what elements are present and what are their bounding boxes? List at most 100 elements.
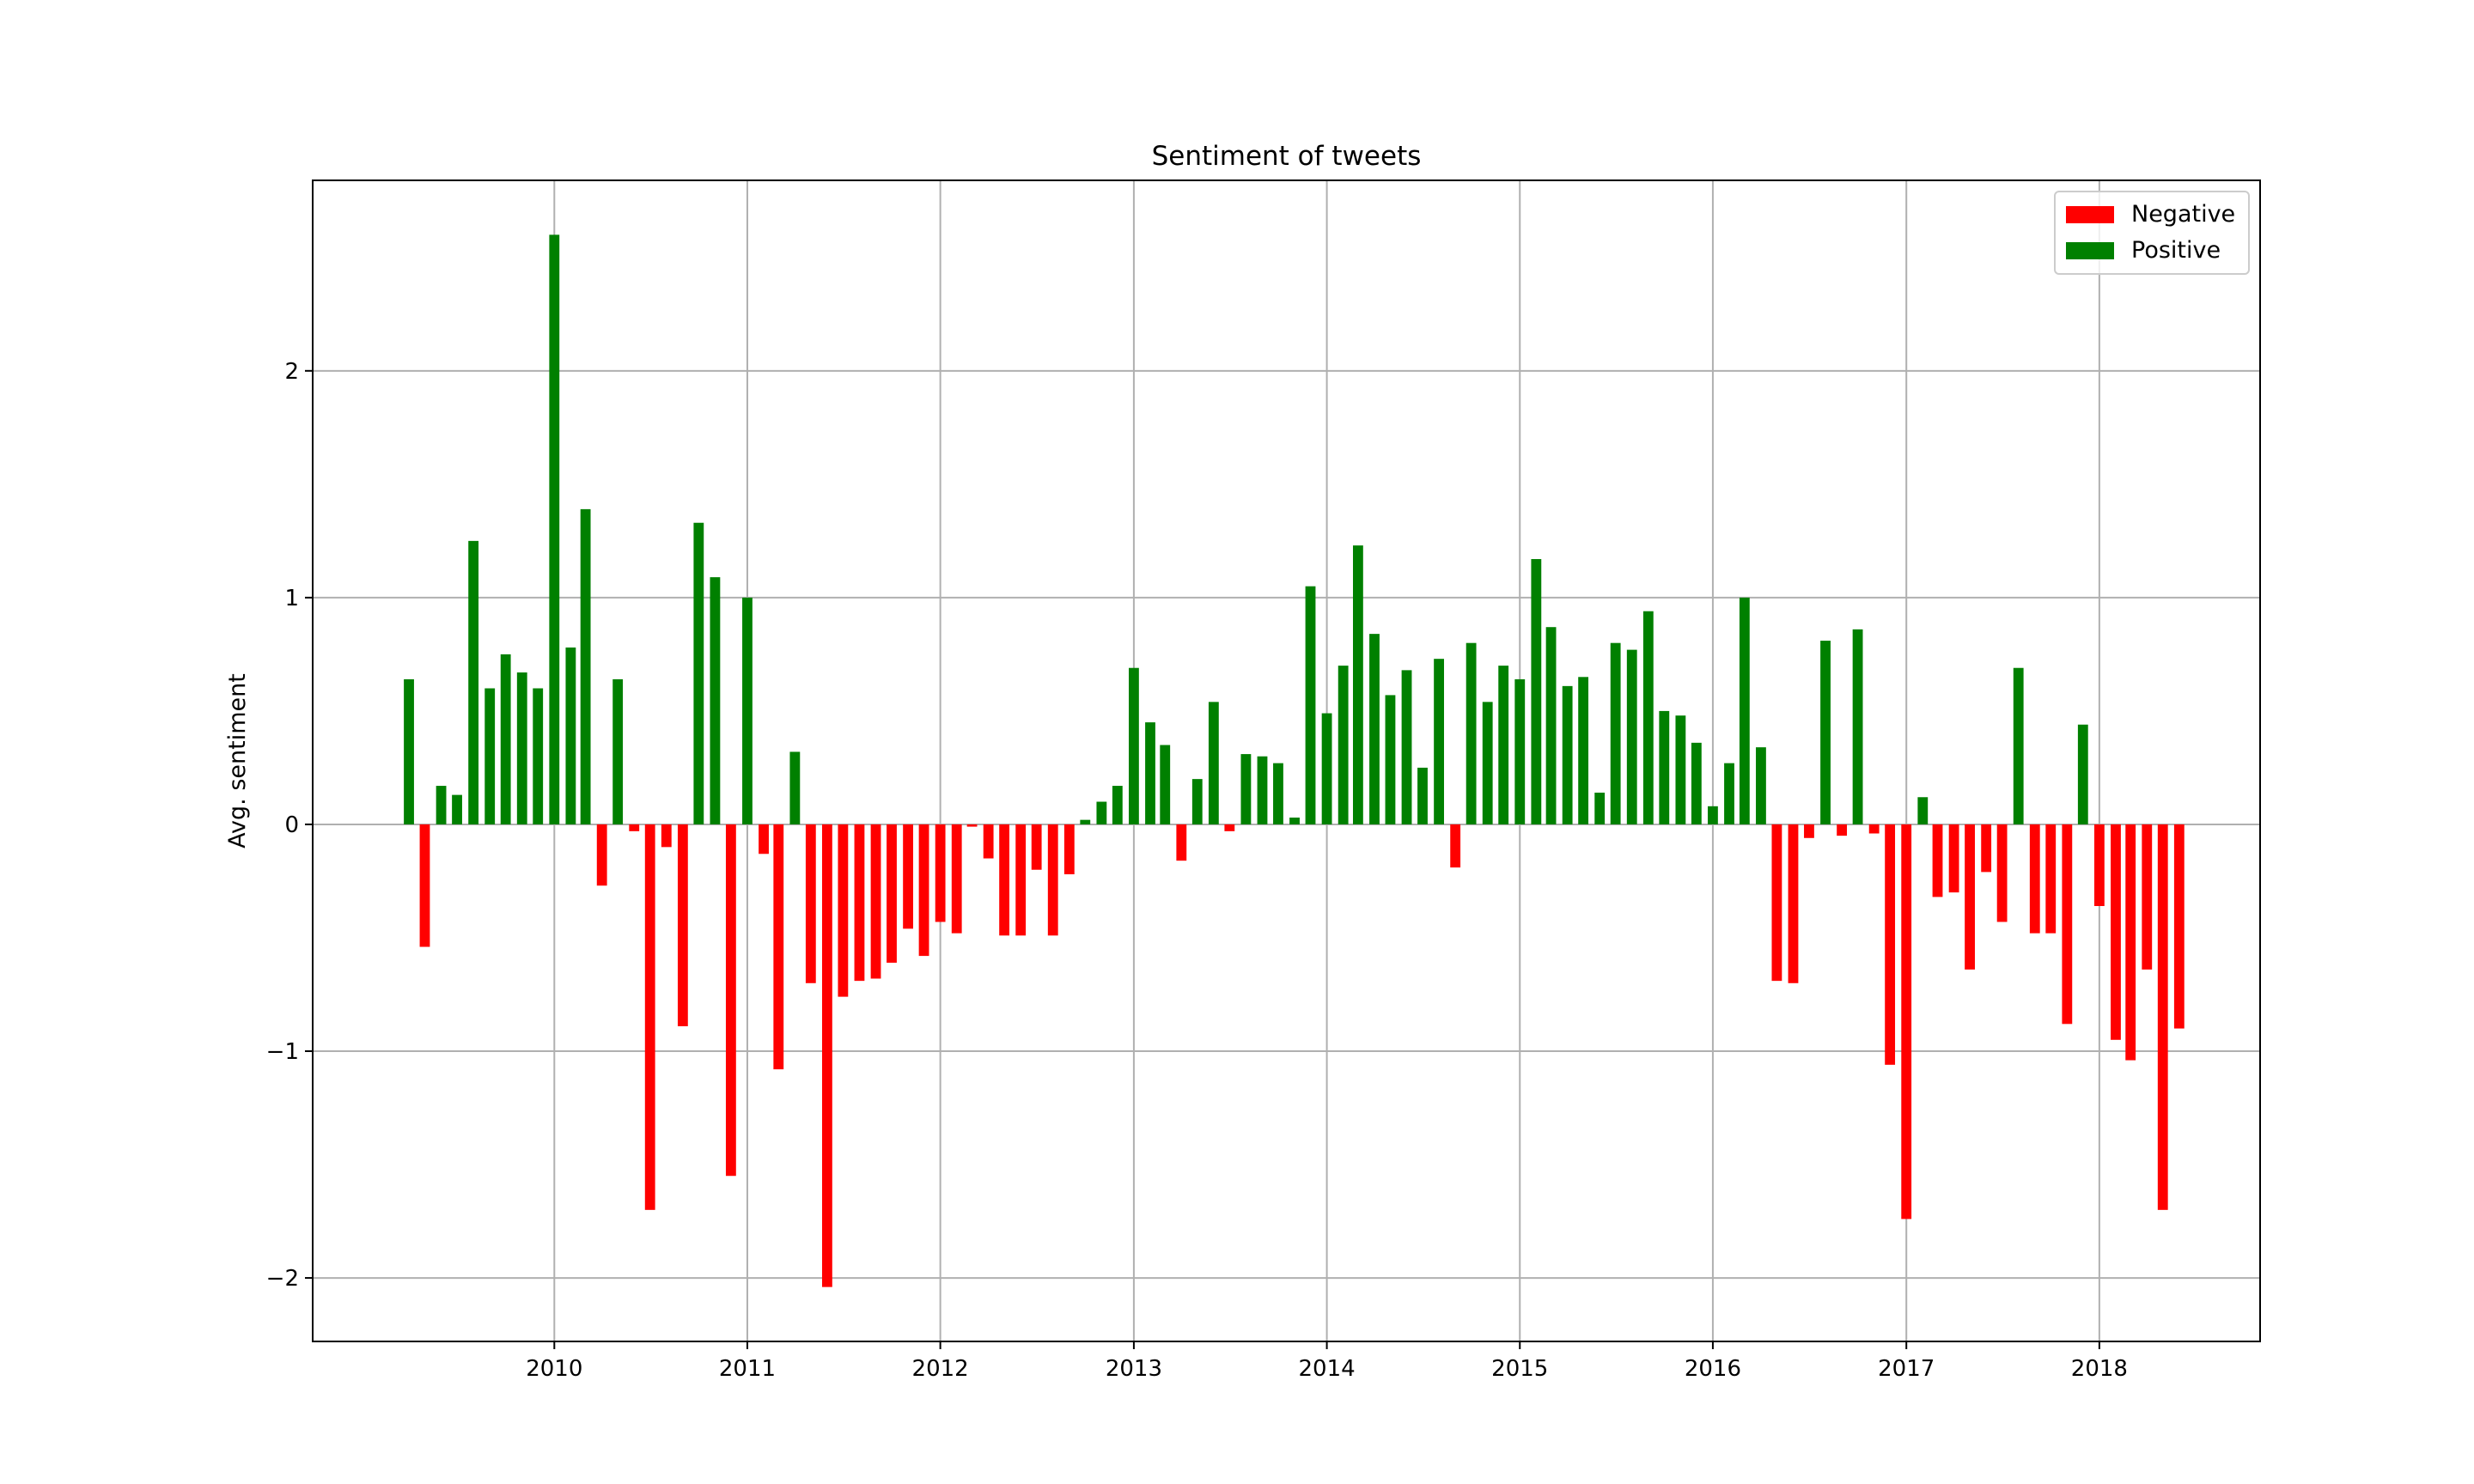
positive-bar [500,654,511,824]
positive-bar [1594,792,1606,824]
x-tick-label: 2015 [1491,1356,1548,1382]
negative-bar [854,824,865,982]
negative-bar [1063,824,1075,875]
positive-bar [1820,641,1831,824]
positive-bar [1691,742,1702,824]
positive-bar [1208,702,1219,824]
x-tick-label: 2012 [912,1356,969,1382]
legend: Negative Positive [2054,191,2250,275]
x-tick-label: 2018 [2071,1356,2128,1382]
positive-bar [693,522,704,824]
negative-bar [1868,824,1880,834]
positive-bar [580,508,591,824]
positive-bar [1659,710,1670,824]
positive-bar [1626,649,1637,824]
negative-bar [887,824,897,964]
positive-bar [1401,670,1412,824]
negative-bar [805,824,816,983]
negative-bar [2045,824,2057,934]
positive-bar [1289,818,1300,824]
positive-bar [1160,745,1171,824]
negative-bar [1771,824,1782,982]
positive-bar [1562,685,1573,824]
positive-bar [1385,695,1396,824]
positive-bar [1708,806,1718,824]
negative-bar [1932,824,1943,897]
negative-bar [966,824,978,827]
positive-bar [516,672,527,824]
negative-bar [629,824,640,831]
x-tick-label: 2010 [526,1356,582,1382]
negative-bar [1450,824,1461,868]
positive-bar [1352,545,1363,824]
positive-bar [1917,797,1929,824]
negative-bar [1981,824,1992,873]
positive-bar [1642,611,1654,824]
y-tick-label: −1 [266,1039,299,1065]
positive-bar [1112,786,1123,824]
x-tick-label: 2013 [1106,1356,1162,1382]
positive-bar [1434,659,1444,824]
y-tick-label: 0 [284,812,299,838]
negative-bar [419,824,430,947]
negative-bar [2093,824,2105,906]
positive-bar [436,786,447,824]
positive-bar [1321,713,1332,824]
positive-bar [1096,801,1107,824]
negative-bar [822,824,832,1287]
positive-bar [1610,642,1621,824]
positive-bar [1675,715,1686,824]
negative-bar [838,824,849,997]
negative-bar [1047,824,1058,936]
negative-bar [903,824,913,929]
negative-bar [644,824,655,1210]
negative-bar [1885,824,1896,1065]
bars [404,234,2185,1287]
negative-bar [2062,824,2073,1025]
negative-bar [2125,824,2136,1061]
positive-bar [1273,763,1283,824]
axis-ticks: 2010 2011 2012 2013 2014 2015 2016 2017 2018 −2 −1… [266,359,2128,1382]
positive-bar [404,678,414,824]
positive-bar [1545,627,1557,824]
negative-bar [2157,824,2168,1210]
positive-bar [1129,667,1139,824]
negative-bar [1837,824,1848,836]
x-tick-label: 2014 [1299,1356,1356,1382]
y-tick-label: 1 [284,586,299,611]
negative-bar [999,824,1010,936]
positive-bar [612,678,624,824]
positive-bar [710,577,721,824]
positive-bar [1369,634,1380,824]
positive-bar [549,234,560,824]
grid-lines [313,180,2260,1341]
positive-bar [1080,819,1091,824]
y-axis-label: Avg. sentiment [224,673,251,848]
negative-bar [1176,824,1187,861]
negative-bar [1965,824,1975,970]
negative-bar [1015,824,1027,936]
positive-bar [1305,586,1316,824]
positive-bar [742,597,753,824]
negative-bar [1224,824,1235,831]
negative-bar [677,824,688,1026]
negative-bar [951,824,962,934]
x-tick-label: 2016 [1685,1356,1741,1382]
plot-frame [312,179,2261,1342]
positive-bar [452,794,462,824]
positive-bar [468,540,479,824]
positive-bar [484,688,496,824]
positive-bar [2013,667,2024,824]
positive-bar [1498,666,1509,824]
negative-bar [1804,824,1814,838]
negative-bar [870,824,881,979]
positive-bar [1257,756,1268,824]
negative-bar [1031,824,1042,870]
positive-bar [1466,642,1477,824]
legend-label-negative: Negative [2131,201,2235,228]
y-tick-label: −2 [266,1266,299,1292]
negative-bar [1901,824,1912,1219]
negative-bar [661,824,672,848]
positive-bar [1578,677,1589,824]
